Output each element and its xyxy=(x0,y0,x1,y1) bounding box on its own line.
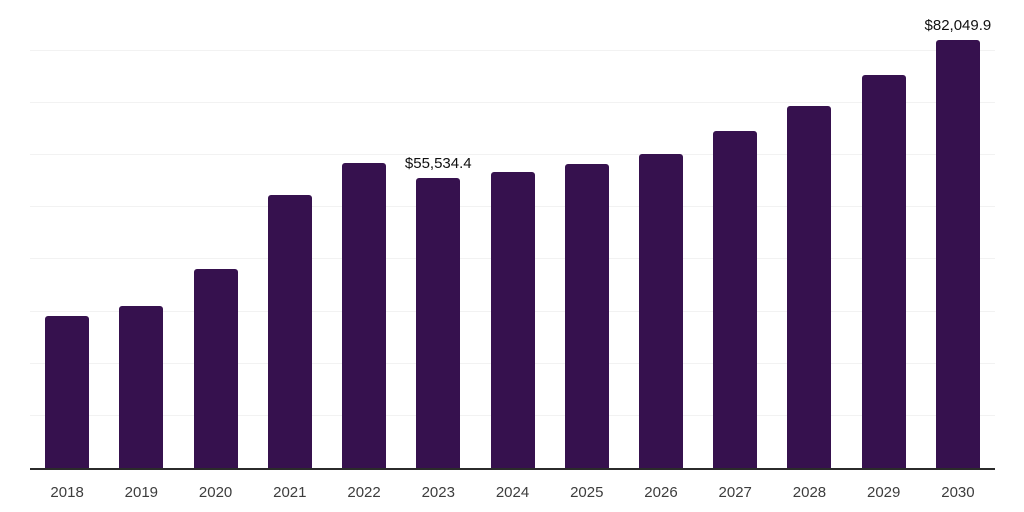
x-tick-label-2025: 2025 xyxy=(570,484,604,501)
bar-2024 xyxy=(490,171,535,468)
bar-2020 xyxy=(193,268,238,468)
plot-area: $55,534.4 $82,049.9 xyxy=(30,0,995,470)
bar-2027 xyxy=(713,131,758,468)
gridline-70000 xyxy=(30,102,995,104)
x-tick-label-2018: 2018 xyxy=(50,484,84,501)
bar-2021 xyxy=(267,194,312,468)
bar-2029 xyxy=(861,75,906,468)
bar-2026 xyxy=(638,153,683,468)
x-axis-labels: 2018 2019 2020 2021 2022 2023 2024 2025 2026 2027… xyxy=(30,472,995,502)
x-tick-label-2019: 2019 xyxy=(124,484,159,501)
x-tick-label-2021: 2021 xyxy=(273,484,307,501)
bar-2028 xyxy=(787,105,832,468)
bar-2019 xyxy=(119,305,164,468)
x-tick-label-2020: 2020 xyxy=(198,484,233,501)
value-label-2023: $55,534.4 xyxy=(404,155,472,173)
x-tick-label-2029: 2029 xyxy=(867,484,901,501)
bar-2030 xyxy=(935,40,980,468)
bar-2023 xyxy=(416,178,461,468)
value-label-2030: $82,049.9 xyxy=(924,17,992,35)
x-tick-label-2022: 2022 xyxy=(347,484,381,501)
x-tick-label-2030: 2030 xyxy=(941,484,975,501)
x-tick-label-2024: 2024 xyxy=(495,484,530,501)
bar-2025 xyxy=(564,164,609,468)
gridline-80000 xyxy=(30,49,995,51)
bar-2018 xyxy=(45,316,90,468)
x-tick-label-2023: 2023 xyxy=(421,484,455,501)
gridline-60000 xyxy=(30,154,995,156)
bar-2022 xyxy=(342,162,387,468)
x-tick-label-2028: 2028 xyxy=(792,484,827,501)
x-tick-label-2026: 2026 xyxy=(644,484,678,501)
x-tick-label-2027: 2027 xyxy=(718,484,752,501)
